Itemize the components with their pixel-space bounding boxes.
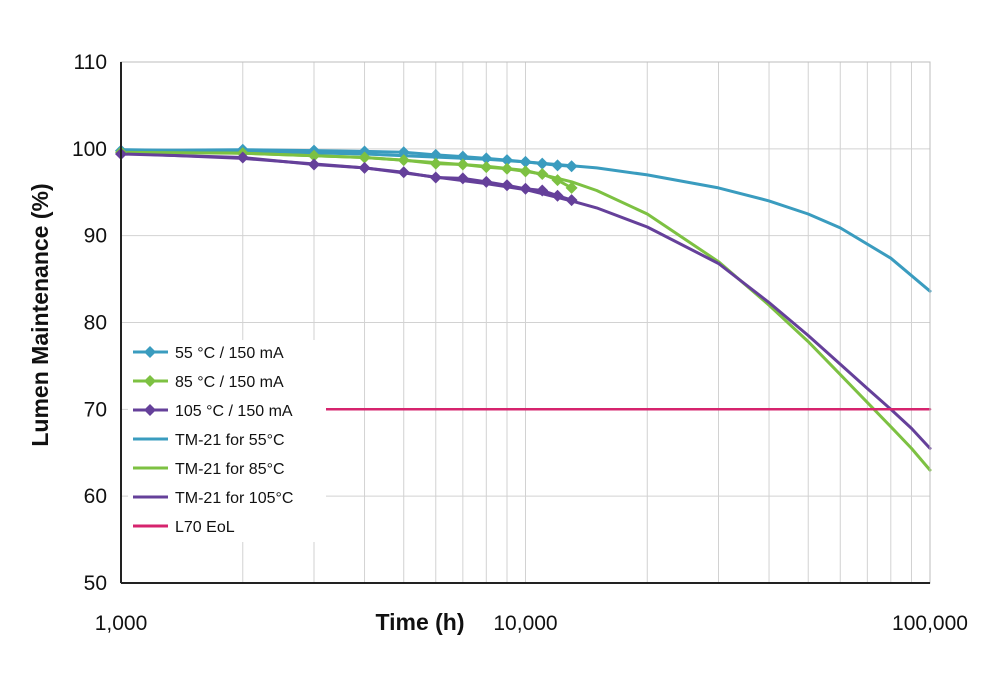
- data-point-55-c-150-ma: [480, 152, 493, 165]
- data-point-85-c-150-ma: [397, 154, 410, 167]
- legend-label: TM-21 for 105°C: [175, 490, 293, 507]
- data-point-105-c-150-ma: [536, 184, 549, 197]
- legend-marker: [144, 404, 156, 416]
- data-point-105-c-150-ma: [519, 182, 532, 195]
- data-point-85-c-150-ma: [307, 149, 320, 162]
- x-tick-label: 1,000: [95, 612, 148, 635]
- data-point-55-c-150-ma: [456, 150, 469, 163]
- data-point-85-c-150-ma: [429, 157, 442, 170]
- data-point-55-c-150-ma: [397, 146, 410, 159]
- y-tick-label: 90: [84, 225, 107, 248]
- data-point-85-c-150-ma: [480, 161, 493, 174]
- x-tick-label: 10,000: [493, 612, 557, 635]
- x-tick-label: 100,000: [892, 612, 968, 635]
- y-axis-title: Lumen Maintenance (%): [27, 183, 53, 446]
- data-point-55-c-150-ma: [429, 148, 442, 161]
- data-point-85-c-150-ma: [456, 158, 469, 171]
- legend-label: 85 °C / 150 mA: [175, 374, 284, 391]
- y-tick-label: 70: [84, 398, 107, 421]
- legend-marker: [144, 346, 156, 358]
- data-point-85-c-150-ma: [519, 165, 532, 178]
- legend-label: L70 EoL: [175, 519, 235, 536]
- y-tick-label: 100: [72, 138, 107, 161]
- data-point-85-c-150-ma: [358, 151, 371, 164]
- data-point-55-c-150-ma: [519, 155, 532, 168]
- data-point-55-c-150-ma: [358, 145, 371, 158]
- y-tick-label: 80: [84, 312, 107, 335]
- legend-label: 105 °C / 150 mA: [175, 403, 293, 420]
- legend-marker: [144, 375, 156, 387]
- data-point-85-c-150-ma: [500, 162, 513, 175]
- data-point-105-c-150-ma: [480, 175, 493, 188]
- data-point-105-c-150-ma: [358, 161, 371, 174]
- data-point-105-c-150-ma: [565, 194, 578, 207]
- legend: 55 °C / 150 mA 85 °C / 150 mA 105 °C / 150…: [128, 340, 326, 542]
- data-point-105-c-150-ma: [500, 179, 513, 192]
- legend-box: [128, 340, 326, 542]
- data-point-85-c-150-ma: [565, 181, 578, 194]
- data-point-105-c-150-ma: [397, 166, 410, 179]
- data-point-105-c-150-ma: [551, 189, 564, 202]
- data-point-85-c-150-ma: [551, 174, 564, 187]
- data-point-105-c-150-ma: [236, 151, 249, 164]
- y-tick-label: 50: [84, 572, 107, 595]
- data-point-85-c-150-ma: [536, 168, 549, 181]
- data-point-55-c-150-ma: [536, 157, 549, 170]
- legend-label: TM-21 for 85°C: [175, 461, 285, 478]
- data-point-105-c-150-ma: [307, 158, 320, 171]
- y-tick-label: 60: [84, 485, 107, 508]
- legend-label: 55 °C / 150 mA: [175, 345, 284, 362]
- y-tick-label: 110: [74, 51, 107, 74]
- data-point-105-c-150-ma: [456, 172, 469, 185]
- data-point-55-c-150-ma: [500, 154, 513, 167]
- data-point-55-c-150-ma: [551, 159, 564, 172]
- legend-label: TM-21 for 55°C: [175, 432, 285, 449]
- x-axis-title: Time (h): [375, 609, 464, 635]
- data-point-105-c-150-ma: [429, 171, 442, 184]
- data-point-55-c-150-ma: [565, 160, 578, 173]
